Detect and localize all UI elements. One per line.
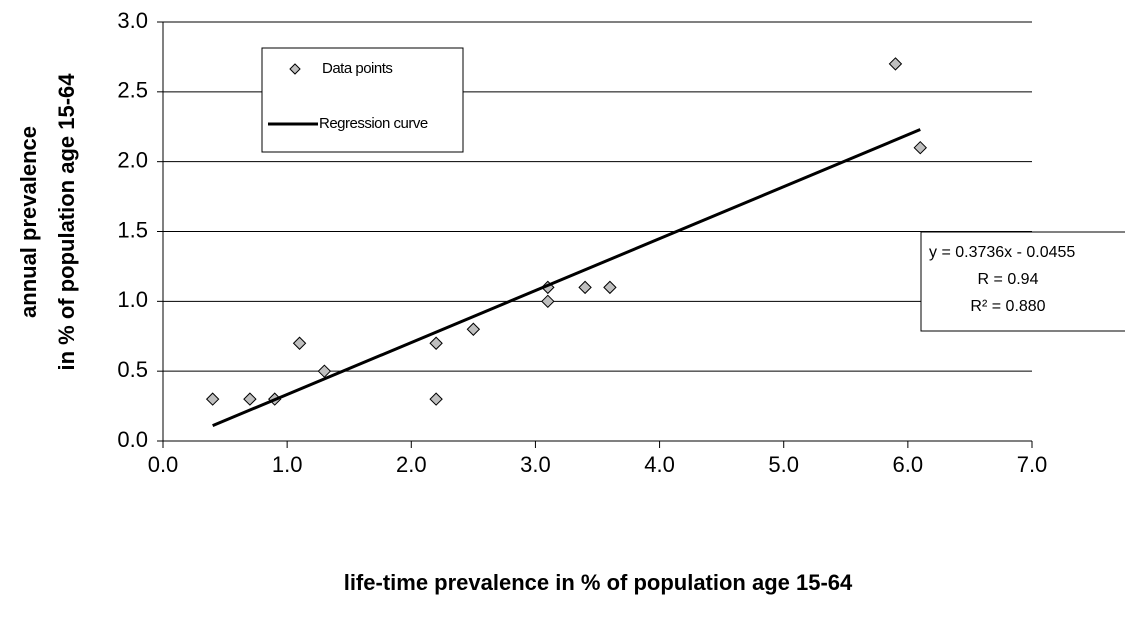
legend-label: Regression curve [319,115,428,132]
y-axis-title: in % of population age 15-64 [54,73,79,371]
annotation-text: R² = 0.880 [970,298,1045,315]
y-tick-label: 0.5 [117,357,148,382]
legend-marker [289,63,301,75]
data-point [292,336,307,350]
y-tick-label: 1.0 [117,287,148,312]
x-tick-label: 4.0 [644,452,675,477]
x-tick-label: 7.0 [1017,452,1048,477]
data-point [603,280,617,295]
data-point [466,322,481,336]
x-tick-label: 1.0 [272,452,303,477]
data-point [429,392,443,406]
y-tick-label: 3.0 [117,8,148,33]
x-axis-title: life-time prevalence in % of population … [344,570,853,595]
annotation-text: y = 0.3736x - 0.0455 [929,244,1075,261]
y-tick-label: 0.0 [117,427,148,452]
annotation-box [920,231,1125,332]
legend-label: Data points [322,60,392,77]
data-point [429,336,443,350]
y-tick-label: 2.5 [117,78,148,103]
x-tick-label: 2.0 [396,452,427,477]
y-tick-label: 1.5 [117,217,148,242]
data-point [205,392,220,406]
x-tick-label: 3.0 [520,452,551,477]
data-point [243,392,257,406]
data-point [913,140,927,155]
y-axis-title: annual prevalence [16,126,41,318]
data-point [541,294,555,309]
data-point [888,57,903,71]
x-tick-label: 6.0 [893,452,924,477]
x-tick-label: 0.0 [148,452,179,477]
y-tick-label: 2.0 [117,147,148,172]
annotation-text: R = 0.94 [978,271,1039,288]
regression-line [212,128,921,428]
x-tick-label: 5.0 [768,452,799,477]
data-point [317,364,332,378]
data-point [578,280,592,295]
